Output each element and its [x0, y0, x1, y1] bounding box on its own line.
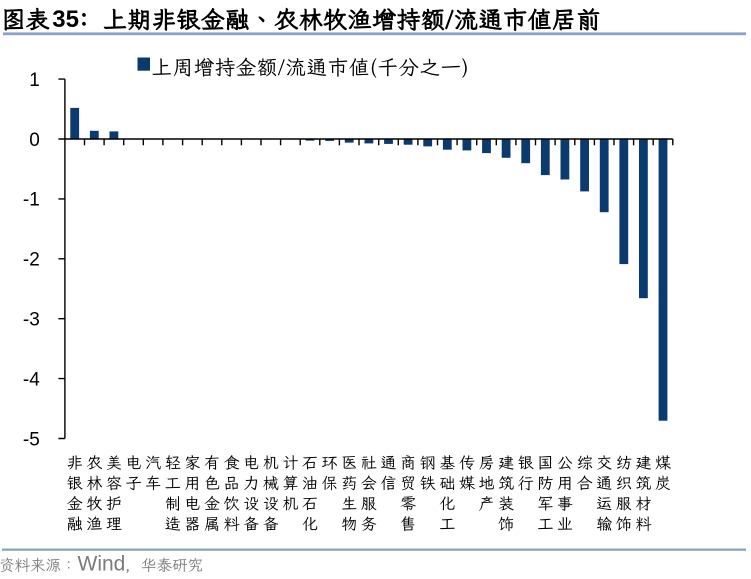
svg-text:-5: -5 [23, 429, 40, 450]
svg-text:Wind: Wind [78, 553, 126, 576]
svg-text:-1: -1 [23, 190, 40, 211]
svg-text:-3: -3 [23, 310, 40, 331]
svg-text:-4: -4 [23, 369, 40, 390]
svg-text:-2: -2 [23, 250, 40, 271]
svg-text:35: 35 [52, 6, 79, 33]
svg-text:1: 1 [29, 70, 40, 91]
svg-text:0: 0 [29, 130, 40, 151]
